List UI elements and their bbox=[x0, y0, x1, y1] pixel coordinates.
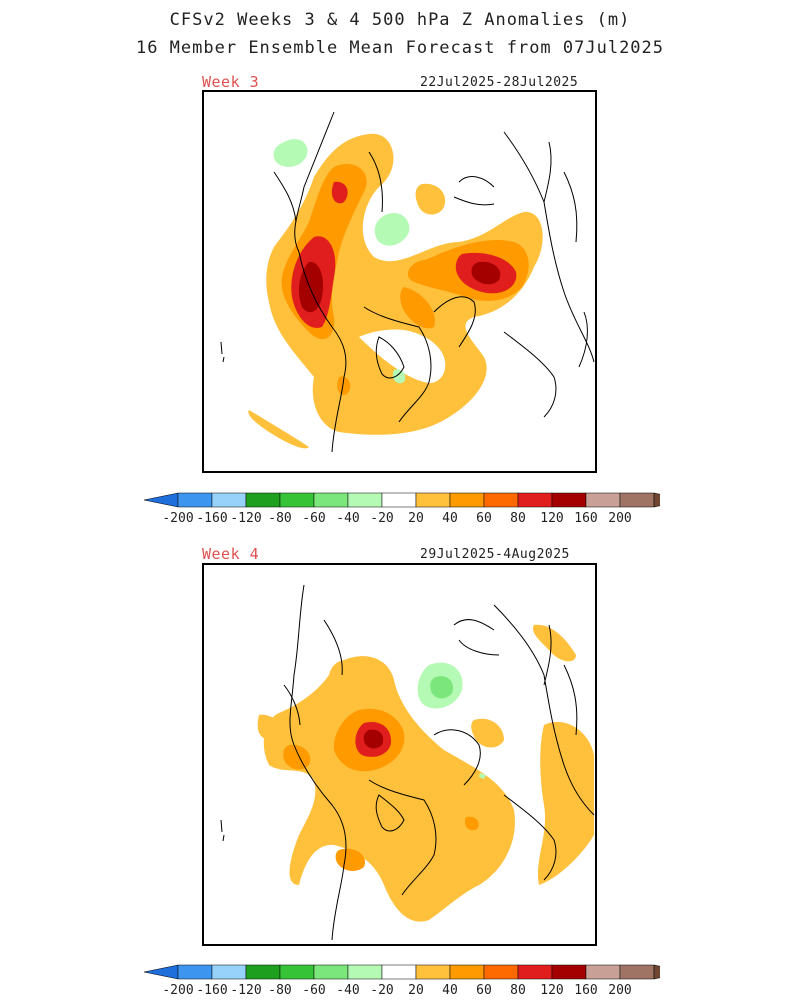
week4-colorbar-arrow-left bbox=[143, 964, 179, 980]
week4-colorbar-swatch bbox=[177, 964, 213, 980]
week4-colorbar-tick-label: -200 bbox=[162, 983, 193, 996]
week4-colorbar-tick-label: 20 bbox=[408, 983, 424, 996]
week3-colorbar-tick-label: 160 bbox=[574, 511, 597, 524]
week3-colorbar-swatch bbox=[551, 492, 587, 508]
week3-colorbar-tick-label: -200 bbox=[162, 511, 193, 524]
week3-colorbar-tick-label: -40 bbox=[336, 511, 359, 524]
week4-anomaly-pos20 bbox=[263, 656, 515, 922]
week4-colorbar-swatch bbox=[279, 964, 315, 980]
week3-colorbar-tick-label: -20 bbox=[370, 511, 393, 524]
week3-colorbar-tick-label: 80 bbox=[510, 511, 526, 524]
week3-colorbar-tick-label: 40 bbox=[442, 511, 458, 524]
week4-colorbar-tick-label: -60 bbox=[302, 983, 325, 996]
chart-title: CFSv2 Weeks 3 & 4 500 hPa Z Anomalies (m… bbox=[169, 10, 631, 30]
week3-colorbar-tick-label: -80 bbox=[268, 511, 291, 524]
week4-colorbar-tick-label: 60 bbox=[476, 983, 492, 996]
week3-colorbar-swatch bbox=[585, 492, 621, 508]
week4-colorbar-swatch bbox=[483, 964, 519, 980]
week3-colorbar-tick-label: -60 bbox=[302, 511, 325, 524]
week4-colorbar-tick-label: 200 bbox=[608, 983, 631, 996]
week4-colorbar-swatch bbox=[381, 964, 417, 980]
week4-colorbar-swatch bbox=[347, 964, 383, 980]
week3-colorbar-swatch bbox=[517, 492, 553, 508]
week4-colorbar-tick-label: -40 bbox=[336, 983, 359, 996]
week3-dates: 22Jul2025-28Jul2025 bbox=[420, 75, 579, 90]
week3-colorbar-swatch bbox=[619, 492, 655, 508]
week3-colorbar-swatch bbox=[415, 492, 451, 508]
week3-colorbar-tick-label: 60 bbox=[476, 511, 492, 524]
week4-colorbar-tick-label: -80 bbox=[268, 983, 291, 996]
week4-anomaly-pos20-ne2 bbox=[471, 718, 504, 748]
week3-colorbar-tick-label: -120 bbox=[230, 511, 261, 524]
week3-colorbar-arrow-left bbox=[143, 492, 179, 508]
week3-anomaly-neg20-c bbox=[392, 369, 406, 384]
week4-colorbar-swatch bbox=[585, 964, 621, 980]
week4-colorbar-swatches bbox=[143, 964, 660, 980]
week4-colorbar-ticks: -200 -160 -120 -80 -60 -40 -20 20 40 60 80 120 160 20… bbox=[162, 983, 631, 996]
week4-anomaly-pos20-west bbox=[257, 714, 279, 739]
week4-colorbar-swatch bbox=[415, 964, 451, 980]
week4-colorbar-tick-label: -160 bbox=[196, 983, 227, 996]
week4-colorbar-tick-label: 40 bbox=[442, 983, 458, 996]
week3-colorbar-swatch bbox=[245, 492, 281, 508]
week3-colorbar-swatch bbox=[313, 492, 349, 508]
week3-colorbar-tick-label: 120 bbox=[540, 511, 563, 524]
week4-colorbar-swatch bbox=[211, 964, 247, 980]
week4-colorbar: -200 -160 -120 -80 -60 -40 -20 20 40 60 80 120 160 20… bbox=[140, 962, 660, 996]
week4-colorbar-tick-label: 160 bbox=[574, 983, 597, 996]
week3-anomaly-pos40-spot bbox=[337, 376, 351, 395]
week3-colorbar-swatch bbox=[449, 492, 485, 508]
week3-colorbar-swatch bbox=[381, 492, 417, 508]
week4-colorbar-swatch bbox=[245, 964, 281, 980]
week4-colorbar-swatch bbox=[517, 964, 553, 980]
week3-colorbar-tick-label: 20 bbox=[408, 511, 424, 524]
week3-colorbar-swatch bbox=[347, 492, 383, 508]
week3-coastlines bbox=[220, 111, 595, 453]
week4-colorbar-swatch bbox=[551, 964, 587, 980]
week3-anomaly-neg20-a bbox=[273, 139, 308, 167]
week4-coastlines bbox=[220, 584, 595, 941]
week4-colorbar-tick-label: 80 bbox=[510, 983, 526, 996]
week3-colorbar-swatch bbox=[279, 492, 315, 508]
week4-colorbar-arrow-right bbox=[653, 964, 660, 980]
week4-colorbar-swatch bbox=[619, 964, 655, 980]
week3-map bbox=[202, 90, 597, 473]
week3-label: Week 3 bbox=[202, 73, 260, 91]
week3-anomaly-pos20-pacific bbox=[248, 410, 309, 449]
week3-anomaly-neg20-b bbox=[374, 212, 410, 246]
week3-colorbar-tick-label: -160 bbox=[196, 511, 227, 524]
week4-colorbar-tick-label: -120 bbox=[230, 983, 261, 996]
week3-colorbar-arrow-right bbox=[653, 492, 660, 508]
week4-anomaly-pos80 bbox=[363, 729, 384, 749]
week4-label: Week 4 bbox=[202, 545, 260, 563]
chart-subtitle: 16 Member Ensemble Mean Forecast from 07… bbox=[135, 38, 665, 58]
week3-colorbar-ticks: -200 -160 -120 -80 -60 -40 -20 20 40 60 80 120 160 20… bbox=[162, 511, 631, 524]
week4-colorbar-swatch bbox=[313, 964, 349, 980]
week4-anomaly-pos20-east bbox=[537, 721, 594, 885]
week4-anomaly-pos40-south bbox=[335, 848, 365, 871]
week3-anomaly-pos80-east bbox=[471, 261, 501, 285]
week3-colorbar-swatch bbox=[177, 492, 213, 508]
week3-colorbar-swatch bbox=[211, 492, 247, 508]
week3-colorbar-tick-label: 200 bbox=[608, 511, 631, 524]
week4-anomaly-pos40-west bbox=[283, 744, 311, 770]
week4-map bbox=[202, 563, 597, 946]
week4-colorbar-tick-label: 120 bbox=[540, 983, 563, 996]
week4-anomaly-neg40 bbox=[430, 676, 454, 699]
week4-colorbar-swatch bbox=[449, 964, 485, 980]
week3-anomaly-pos60-north bbox=[331, 181, 348, 204]
week3-colorbar-swatches bbox=[143, 492, 660, 508]
week3-colorbar-swatch bbox=[483, 492, 519, 508]
week3-colorbar: -200 -160 -120 -80 -60 -40 -20 20 40 60 80 120 160 20… bbox=[140, 490, 660, 524]
week4-colorbar-tick-label: -20 bbox=[370, 983, 393, 996]
week3-anomaly-pos20-small bbox=[415, 183, 446, 215]
week4-anomaly-neg20-spot bbox=[479, 773, 486, 779]
week4-dates: 29Jul2025-4Aug2025 bbox=[420, 547, 570, 562]
week4-anomaly-pos40-spot bbox=[464, 816, 479, 831]
week4-anomaly-pos20-ne bbox=[533, 624, 576, 662]
